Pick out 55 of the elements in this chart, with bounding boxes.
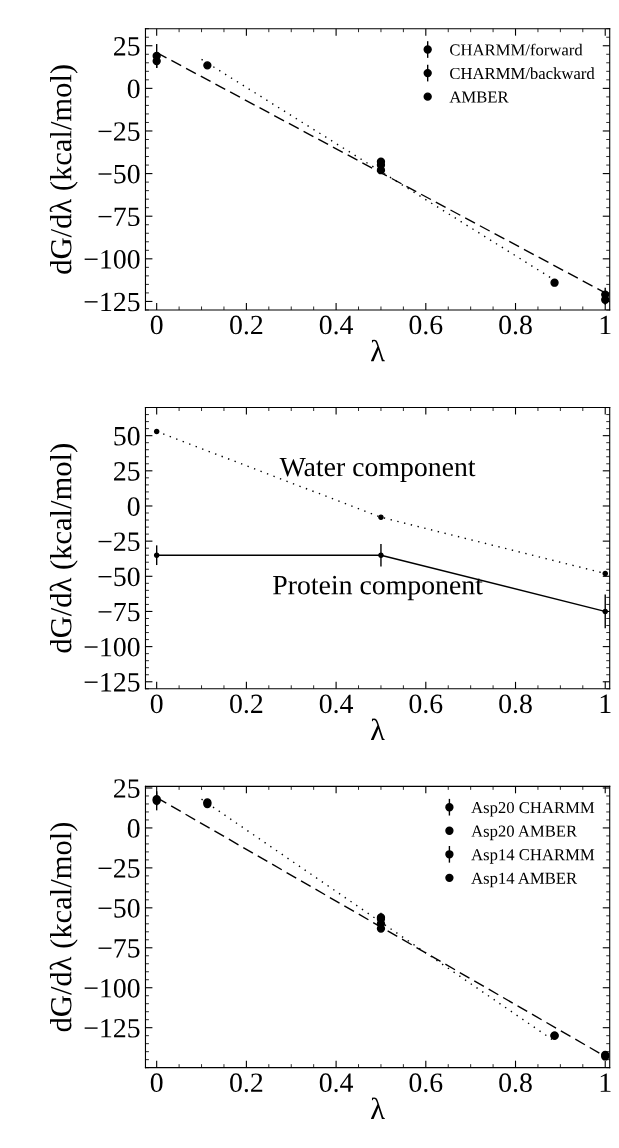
y-tick-label: −25 [98, 122, 140, 141]
y-tick-label: 25 [114, 36, 140, 56]
y-tick-label: 25 [114, 779, 140, 798]
x-tick-label: 0.8 [499, 694, 532, 714]
y-tick-label: −75 [98, 602, 140, 622]
y-tick-label: −100 [84, 249, 140, 269]
legend-label: CHARMM/forward [450, 43, 583, 56]
y-tick-label: −25 [98, 532, 140, 552]
annotation: Water component [279, 457, 476, 483]
legend-label: Asp14 CHARMM [471, 849, 595, 864]
y-axis-title: dG/dλ (kcal/mol) [49, 822, 78, 1032]
x-tick-label: 0.2 [230, 1073, 263, 1093]
y-tick-label: −50 [98, 899, 140, 918]
y-tick-label: −125 [84, 1018, 140, 1038]
x-axis-title: λ [370, 718, 385, 741]
legend-label: CHARMM/backward [450, 67, 595, 80]
x-tick-label: 0 [150, 315, 163, 335]
y-tick-label: −50 [98, 567, 140, 587]
y-tick-label: −125 [84, 673, 140, 692]
y-tick-label: −125 [84, 292, 140, 312]
y-tick-label: 0 [127, 497, 140, 516]
x-tick-label: 0.6 [409, 694, 443, 714]
x-tick-label: 0.6 [409, 1073, 443, 1093]
x-tick-label: 0.8 [499, 1073, 532, 1093]
x-tick-label: 0 [150, 1073, 163, 1093]
y-tick-label: −100 [84, 637, 140, 657]
legend-label: Asp20 CHARMM [471, 801, 595, 817]
legend-label: Asp14 AMBER [471, 872, 578, 888]
y-tick-label: −25 [98, 859, 140, 878]
x-tick-label: 0.4 [319, 1073, 354, 1093]
y-tick-label: −75 [98, 939, 140, 958]
y-axis-title: dG/dλ (kcal/mol) [49, 65, 78, 274]
x-tick-label: 1 [600, 1073, 611, 1092]
x-tick-label: 0 [150, 694, 163, 714]
y-tick-label: 50 [114, 426, 140, 446]
y-axis-title: dG/dλ (kcal/mol) [49, 444, 78, 653]
x-tick-label: 0.4 [319, 694, 354, 714]
x-tick-label: 0.2 [230, 694, 263, 714]
y-tick-label: 0 [127, 819, 140, 838]
y-tick-label: 25 [114, 462, 140, 481]
x-axis-title: λ [370, 1097, 385, 1119]
y-tick-label: −50 [98, 164, 140, 184]
x-axis-title: λ [370, 339, 385, 362]
x-tick-label: 0.2 [230, 315, 263, 335]
x-tick-label: 0.8 [499, 315, 532, 335]
y-tick-label: −100 [84, 978, 140, 998]
x-tick-label: 1 [600, 315, 611, 335]
annotation: Protein component [273, 575, 483, 601]
x-tick-label: 0.6 [409, 315, 443, 335]
y-tick-label: 0 [127, 79, 140, 99]
y-tick-label: −75 [98, 207, 140, 227]
legend-label: AMBER [449, 91, 509, 103]
legend-label: Asp20 AMBER [471, 825, 578, 841]
x-tick-label: 1 [600, 694, 611, 713]
x-tick-label: 0.4 [319, 315, 354, 335]
